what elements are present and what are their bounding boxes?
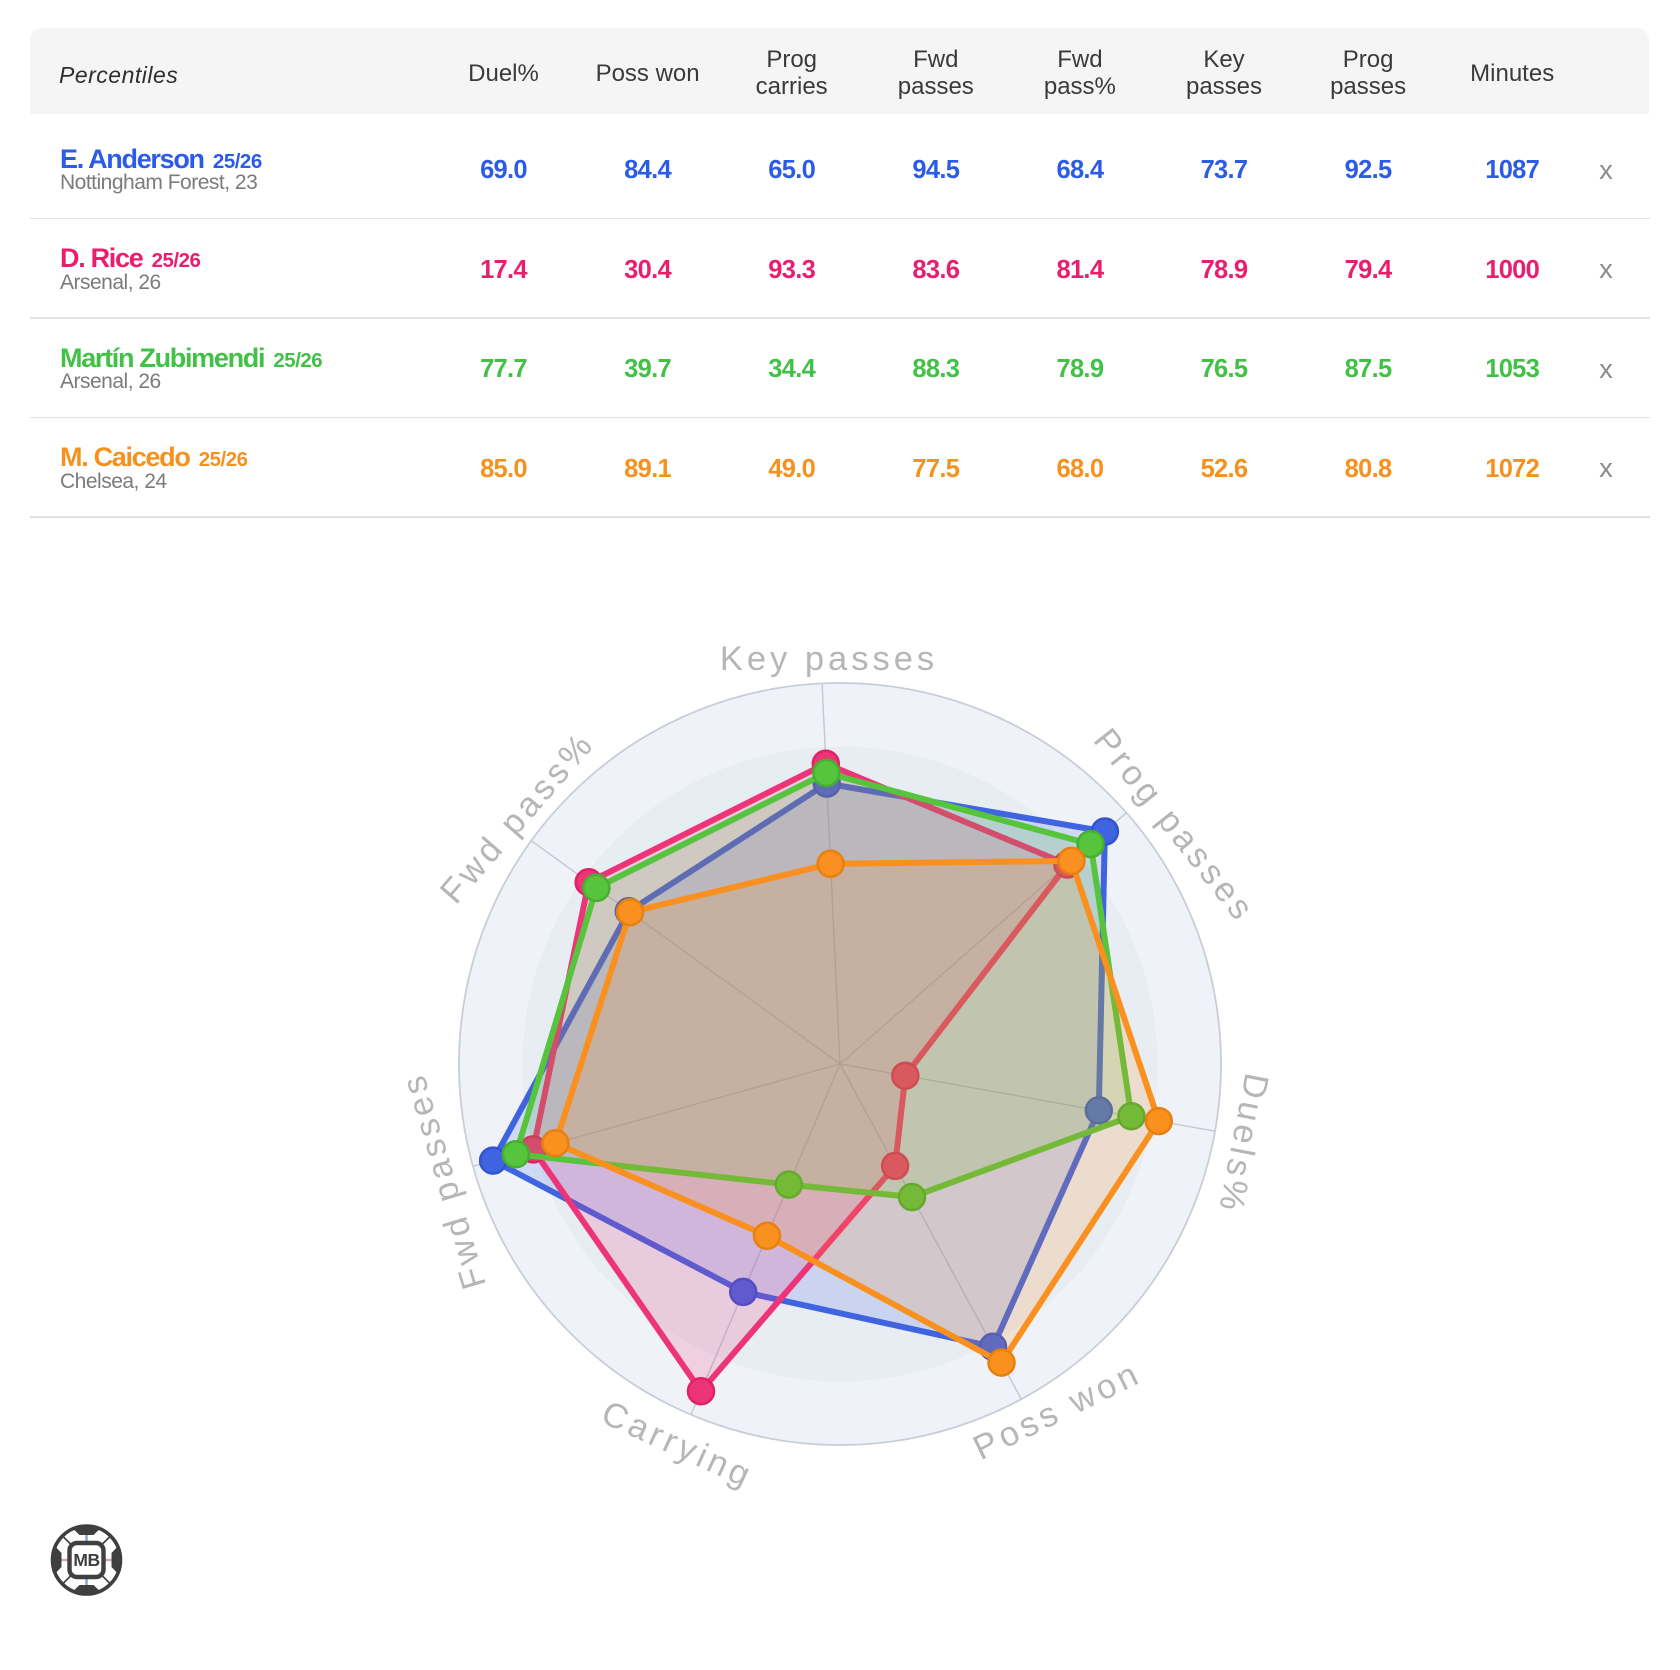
svg-text:MB: MB	[73, 1550, 99, 1570]
svg-text:Key passes: Key passes	[720, 640, 938, 678]
